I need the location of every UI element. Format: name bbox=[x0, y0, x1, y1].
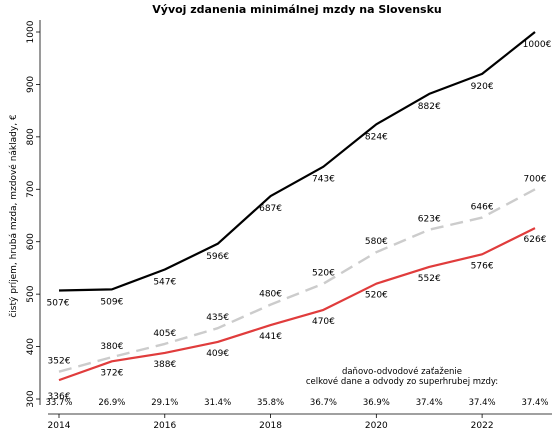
tax-burden-value: 36.7% bbox=[310, 398, 337, 408]
series-line-costs bbox=[58, 31, 536, 292]
tax-burden-row: 33.7% 26.9% 29.1% 31.4% 35.8% 36.7% 36.9% 37.4%… bbox=[45, 398, 548, 408]
y-tick-label: 500 bbox=[26, 285, 36, 302]
tax-burden-heading-line1: daňovo-odvodové zaťaženie bbox=[342, 366, 462, 377]
y-tick-label: 700 bbox=[26, 180, 36, 197]
data-label-gross: 700€ bbox=[524, 174, 547, 184]
y-tick-label: 400 bbox=[26, 338, 36, 355]
data-label-net: 626€ bbox=[524, 235, 547, 245]
data-label-net: 520€ bbox=[365, 291, 388, 301]
data-label-costs: 507€ bbox=[47, 298, 70, 308]
tax-burden-value: 37.4% bbox=[416, 398, 443, 408]
x-tick-label: 2022 bbox=[471, 421, 494, 431]
data-label-gross: 405€ bbox=[153, 329, 176, 339]
y-tick-label: 900 bbox=[26, 76, 36, 93]
y-tick-label: 300 bbox=[26, 390, 36, 407]
data-label-costs: 509€ bbox=[100, 297, 123, 307]
tax-burden-value: 31.4% bbox=[204, 398, 231, 408]
data-label-net: 576€ bbox=[471, 261, 494, 271]
x-tick-label: 2016 bbox=[153, 421, 176, 431]
data-label-costs: 596€ bbox=[206, 252, 229, 262]
data-label-gross: 623€ bbox=[418, 215, 441, 225]
data-label-net: 388€ bbox=[153, 360, 176, 370]
data-label-gross: 646€ bbox=[471, 203, 494, 213]
data-label-costs: 920€ bbox=[471, 82, 494, 92]
data-label-net: 336€ bbox=[48, 392, 71, 402]
series-line-gross bbox=[58, 188, 536, 373]
data-label-net: 552€ bbox=[418, 274, 441, 284]
y-axis-label: čistý príjem, hrubá mzda, mzdové náklady… bbox=[8, 114, 19, 318]
data-label-net: 409€ bbox=[206, 349, 229, 359]
x-axis-ticks: 2014 2016 2018 2020 2022 bbox=[48, 414, 494, 431]
tax-burden-value: 36.9% bbox=[363, 398, 390, 408]
y-tick-label: 1000 bbox=[26, 20, 36, 43]
data-label-gross: 580€ bbox=[365, 237, 388, 247]
data-label-costs: 687€ bbox=[259, 204, 282, 214]
x-tick-label: 2014 bbox=[48, 421, 71, 431]
x-tick-label: 2018 bbox=[259, 421, 282, 431]
data-label-net: 441€ bbox=[259, 332, 282, 342]
data-label-gross: 352€ bbox=[48, 357, 71, 367]
data-label-gross: 380€ bbox=[100, 342, 123, 352]
tax-burden-value: 35.8% bbox=[257, 398, 284, 408]
data-label-costs: 882€ bbox=[418, 102, 441, 112]
data-label-costs: 547€ bbox=[153, 278, 176, 288]
y-axis-ticks: 300 400 500 600 700 800 900 1000 bbox=[26, 20, 40, 408]
data-label-costs: 824€ bbox=[365, 132, 388, 142]
tax-burden-value: 26.9% bbox=[98, 398, 125, 408]
data-label-net: 372€ bbox=[100, 368, 123, 378]
data-label-gross: 435€ bbox=[206, 313, 229, 323]
data-label-costs: 1000€ bbox=[523, 40, 552, 50]
tax-burden-value: 33.7% bbox=[45, 398, 72, 408]
tax-burden-heading-line2: celkové dane a odvody zo superhrubej mzd… bbox=[306, 376, 498, 387]
chart-title: Vývoj zdanenia minimálnej mzdy na Sloven… bbox=[152, 3, 441, 16]
y-tick-label: 600 bbox=[26, 233, 36, 250]
tax-burden-value: 37.4% bbox=[469, 398, 496, 408]
series-lines bbox=[58, 31, 536, 382]
data-label-gross: 520€ bbox=[312, 269, 335, 279]
tax-burden-value: 37.4% bbox=[521, 398, 548, 408]
data-labels: 507€ 509€ 547€ 596€ 687€ 743€ 824€ 882€ 920€ 1000… bbox=[47, 40, 552, 402]
x-tick-label: 2020 bbox=[365, 421, 388, 431]
data-label-costs: 743€ bbox=[312, 175, 335, 185]
tax-burden-value: 29.1% bbox=[151, 398, 178, 408]
series-line-net bbox=[58, 227, 536, 382]
data-label-net: 470€ bbox=[312, 317, 335, 327]
data-label-gross: 480€ bbox=[259, 290, 282, 300]
y-tick-label: 800 bbox=[26, 128, 36, 145]
